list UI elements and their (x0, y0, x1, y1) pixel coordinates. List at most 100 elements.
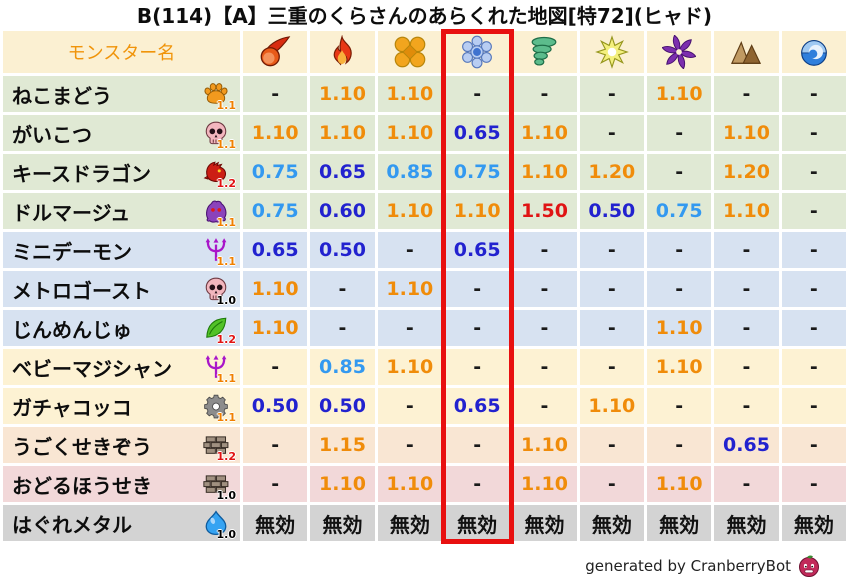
wave-icon (797, 35, 831, 69)
family-icon-badge: 1.1 (203, 198, 236, 229)
resistance-value-cell: - (714, 349, 779, 385)
resistance-value-cell: 1.10 (647, 76, 712, 112)
resistance-value-cell: 1.10 (377, 349, 442, 385)
resistance-value: 1.10 (251, 122, 299, 144)
resistance-value-cell: 0.65 (243, 232, 308, 268)
monster-name: ドルマージュ (12, 200, 131, 225)
resistance-value-cell: 1.10 (377, 466, 442, 502)
resistance-value-cell: - (512, 388, 577, 424)
resistance-value-cell: 1.10 (579, 388, 644, 424)
resistance-value-cell: 1.10 (377, 115, 442, 151)
family-multiplier: 1.1 (216, 411, 237, 424)
monster-name: ねこまどう (12, 83, 112, 108)
resistance-value: 1.15 (319, 434, 366, 456)
resistance-value: - (809, 200, 818, 222)
resistance-value: 0.65 (723, 434, 770, 456)
resistance-value-cell: 1.15 (310, 427, 375, 463)
flame-icon (325, 35, 359, 69)
resistance-value-cell: 1.10 (310, 115, 375, 151)
family-multiplier: 1.1 (216, 372, 237, 385)
resistance-value: - (271, 434, 280, 456)
resistance-value: - (742, 317, 751, 339)
resistance-value-cell: 無効 (781, 505, 846, 541)
family-multiplier: 1.2 (216, 450, 237, 463)
element-header-cell (512, 31, 577, 73)
resistance-value-cell: - (512, 232, 577, 268)
resistance-value-cell: 1.10 (647, 310, 712, 346)
resistance-value-cell: - (781, 76, 846, 112)
resistance-value-cell: - (647, 232, 712, 268)
resistance-value: - (742, 278, 751, 300)
resistance-value-cell: - (579, 466, 644, 502)
resistance-value: 1.10 (521, 122, 568, 144)
resistance-value: 1.20 (588, 161, 636, 183)
resistance-value: 1.10 (655, 473, 703, 495)
monster-name-cell: メトロゴースト 1.0 (3, 271, 240, 307)
element-header-cell (310, 31, 375, 73)
family-multiplier: 1.1 (216, 255, 237, 268)
family-multiplier: 1.1 (216, 216, 237, 229)
resistance-value: 1.10 (386, 473, 434, 495)
resistance-value-cell: - (579, 271, 644, 307)
resistance-value: 1.10 (655, 356, 703, 378)
resistance-value-cell: 無効 (310, 505, 375, 541)
resistance-value: 1.10 (319, 83, 366, 105)
resistance-value-cell: 0.65 (310, 154, 375, 190)
family-multiplier: 1.1 (216, 138, 237, 151)
resistance-value-cell: 1.10 (310, 466, 375, 502)
family-icon-badge: 1.2 (203, 432, 236, 463)
resistance-value-cell: - (445, 466, 510, 502)
element-header-cell (781, 31, 846, 73)
resistance-value: 無効 (726, 512, 767, 537)
pinwheel-icon (662, 35, 696, 69)
resistance-value: 1.10 (386, 83, 434, 105)
resistance-value: 無効 (591, 512, 632, 537)
resistance-value: 無効 (322, 512, 363, 537)
resistance-value: 0.50 (319, 395, 366, 417)
resistance-value-cell: 1.10 (377, 76, 442, 112)
resistance-value: - (607, 239, 616, 261)
resistance-value: 1.10 (588, 395, 636, 417)
resistance-value: - (809, 356, 818, 378)
element-header-cell (714, 31, 779, 73)
resistance-value-cell: 1.20 (714, 154, 779, 190)
resistance-value-cell: - (781, 427, 846, 463)
resistance-value-cell: 無効 (647, 505, 712, 541)
resistance-value-cell: - (781, 115, 846, 151)
family-icon-badge: 1.1 (203, 120, 236, 151)
resistance-value-cell: 1.10 (647, 466, 712, 502)
element-header-cell (579, 31, 644, 73)
monster-name-cell: ガチャコッコ 1.1 (3, 388, 240, 424)
family-icon-badge: 1.0 (203, 510, 236, 541)
resistance-value: 1.10 (723, 200, 770, 222)
resistance-value: 0.85 (319, 356, 366, 378)
resistance-value-cell: - (243, 76, 308, 112)
resistance-value: 0.60 (319, 200, 366, 222)
family-icon-badge: 1.0 (203, 471, 236, 502)
resistance-value-cell: - (579, 232, 644, 268)
page-title: B(114)【A】三重のくらさんのあらくれた地図[特72](ヒャド) (136, 4, 713, 28)
resistance-value: - (607, 83, 616, 105)
resistance-value-cell: - (310, 271, 375, 307)
resistance-value-cell: - (579, 349, 644, 385)
resistance-value: - (809, 317, 818, 339)
resistance-value: 1.20 (723, 161, 770, 183)
resistance-value-cell: - (781, 271, 846, 307)
resistance-value: - (540, 239, 549, 261)
family-icon-badge: 1.2 (203, 159, 236, 190)
resistance-value-cell: 1.10 (243, 271, 308, 307)
resistance-value: 0.65 (251, 239, 299, 261)
resistance-value: - (473, 278, 482, 300)
monster-name: じんめんじゅ (12, 317, 132, 342)
resistance-value: 1.10 (386, 200, 434, 222)
cranberry-bot-icon (797, 554, 821, 578)
resistance-value: 1.10 (521, 473, 568, 495)
resistance-value-cell: - (781, 193, 846, 229)
resistance-value: 1.10 (453, 200, 501, 222)
resistance-value-cell: 無効 (445, 505, 510, 541)
element-header-cell (377, 31, 442, 73)
resistance-value-cell: - (714, 232, 779, 268)
resistance-value-cell: 1.20 (579, 154, 644, 190)
resistance-value-cell: - (781, 349, 846, 385)
resistance-value: - (607, 356, 616, 378)
